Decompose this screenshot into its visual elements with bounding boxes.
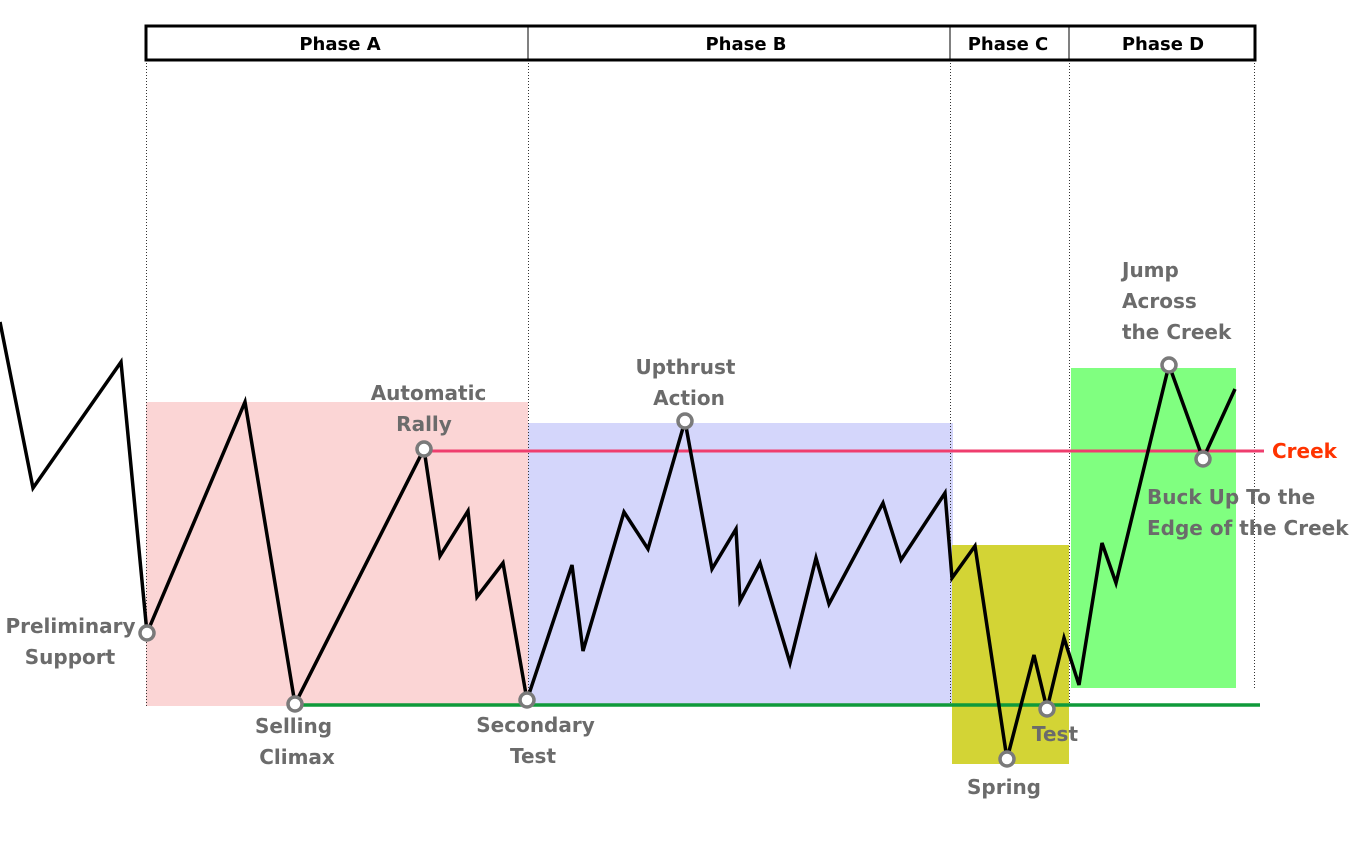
upthrust-action-marker — [676, 412, 694, 430]
phase-header-frame — [144, 24, 1257, 62]
preliminary-support-marker — [138, 624, 156, 642]
phase-a-label: Phase A — [299, 34, 380, 55]
creek-label: Creek — [1272, 439, 1338, 463]
secondary-test-label: Secondary Test — [476, 713, 601, 768]
phase-d-label: Phase D — [1122, 34, 1204, 55]
phase-b-zone — [528, 423, 953, 706]
spring-label: Spring — [967, 775, 1041, 799]
event-markers — [138, 356, 1212, 768]
test-marker — [1038, 700, 1056, 718]
automatic-rally-label: Automatic Rally — [371, 381, 494, 436]
phase-header: Phase A Phase B Phase C Phase D — [144, 24, 1257, 62]
phase-a-zone — [146, 402, 528, 706]
automatic-rally-marker — [415, 440, 433, 458]
jump-across-creek-label: Jump Across the Creek — [1120, 258, 1232, 344]
preliminary-support-label: Preliminary Support — [5, 614, 142, 669]
phase-d-zone — [1071, 368, 1236, 688]
selling-climax-marker — [286, 695, 304, 713]
phase-c-label: Phase C — [968, 34, 1049, 55]
phase-b-label: Phase B — [705, 34, 786, 55]
jump-across-creek-marker — [1160, 356, 1178, 374]
upthrust-action-label: Upthrust Action — [636, 355, 743, 410]
secondary-test-marker — [518, 691, 536, 709]
phase-c-zone — [952, 545, 1069, 764]
buck-up-marker — [1194, 450, 1212, 468]
spring-marker — [998, 750, 1016, 768]
price-path — [0, 321, 1237, 760]
test-label: Test — [1032, 722, 1078, 746]
buck-up-label: Buck Up To the Edge of the Creek — [1147, 485, 1349, 540]
selling-climax-label: Selling Climax — [255, 714, 339, 769]
